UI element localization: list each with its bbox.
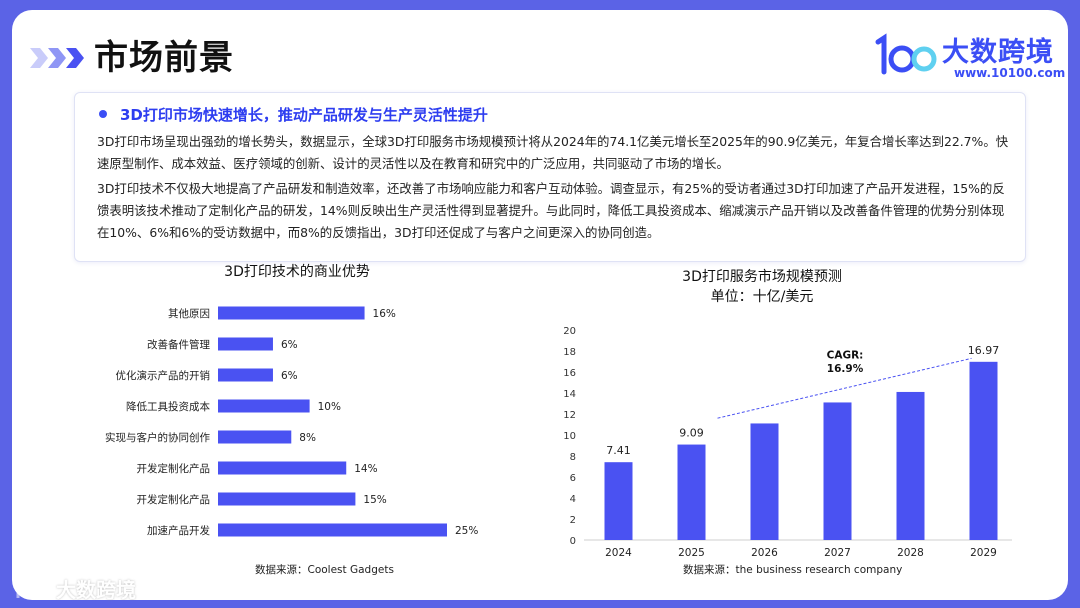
summary-paragraph-2: 3D打印技术不仅极大地提高了产品研发和制造效率，还改善了市场响应能力和客户互动体… xyxy=(97,181,1005,240)
data-label: 25% xyxy=(455,525,478,537)
bar xyxy=(823,402,852,540)
bar xyxy=(218,368,273,382)
page-title: 市场前景 xyxy=(94,38,234,78)
vertical-bar-chart: 0 2 4 6 8 10 12 14 16 18 20 2024 7.41 2025 9.09 2026 202… xyxy=(563,326,1012,558)
x-tick-label: 2029 xyxy=(970,547,997,558)
x-tick-label: 2025 xyxy=(678,547,705,558)
y-tick-label: 12 xyxy=(563,410,576,421)
x-tick-label: 2028 xyxy=(897,547,924,558)
summary-paragraph-1: 3D打印市场呈现出强劲的增长势头，数据显示，全球3D打印服务市场规模预计将从20… xyxy=(97,134,1009,171)
brand-logo: 大数跨境 www.10100.com xyxy=(872,28,1072,84)
data-label: 6% xyxy=(281,370,298,382)
data-label: 6% xyxy=(281,339,298,351)
bar xyxy=(218,461,347,475)
bar xyxy=(218,306,365,320)
right-chart-title: 3D打印服务市场规模预测 xyxy=(682,269,842,285)
horizontal-bar-chart: 其他原因 16% 改善备件管理 6% 优化演示产品的开销 6% 降低工具投资成本 10% 实现与… xyxy=(105,306,478,537)
y-tick-label: 6 xyxy=(570,473,576,484)
x-tick-label: 2024 xyxy=(605,547,632,558)
left-chart-title: 3D打印技术的商业优势 xyxy=(224,264,370,280)
y-tick-label: 4 xyxy=(570,494,576,505)
x-tick-label: 2027 xyxy=(824,547,851,558)
left-chart-source: 数据来源：Coolest Gadgets xyxy=(255,564,394,576)
category-label: 开发定制化产品 xyxy=(137,462,211,475)
data-label: 8% xyxy=(299,432,316,444)
y-tick-label: 0 xyxy=(570,536,576,547)
cagr-label: CAGR: xyxy=(827,349,864,361)
data-label: 16% xyxy=(373,308,396,320)
data-label: 14% xyxy=(354,463,377,475)
y-tick-label: 8 xyxy=(570,452,576,463)
category-label: 其他原因 xyxy=(168,307,210,320)
category-label: 实现与客户的协同创作 xyxy=(105,431,210,444)
summary-card: 3D打印市场快速增长，推动产品研发与生产灵活性提升 3D打印市场呈现出强劲的增长… xyxy=(74,92,1026,262)
data-label: 16.97 xyxy=(968,344,1000,357)
logo-url: www.10100.com xyxy=(954,66,1066,80)
y-tick-label: 20 xyxy=(563,326,576,337)
logo-name: 大数跨境 xyxy=(942,37,1054,68)
right-chart-source: 数据来源：the business research company xyxy=(683,564,903,576)
bar xyxy=(896,391,925,540)
logo-mark-icon xyxy=(875,33,937,75)
data-label: 7.41 xyxy=(606,444,631,457)
cagr-value: 16.9% xyxy=(827,363,864,375)
category-label: 优化演示产品的开销 xyxy=(116,369,211,382)
bar xyxy=(218,337,273,351)
watermark-logo-icon xyxy=(13,572,53,598)
category-label: 改善备件管理 xyxy=(147,338,210,351)
bar xyxy=(218,399,310,413)
category-label: 降低工具投资成本 xyxy=(126,400,210,413)
watermark: 大数跨境 xyxy=(10,572,160,604)
right-chart-subtitle: 单位：十亿/美元 xyxy=(710,289,814,305)
data-label: 9.09 xyxy=(679,427,704,440)
category-label: 加速产品开发 xyxy=(147,524,210,537)
bullet-dot-icon xyxy=(99,110,107,118)
bar xyxy=(677,444,706,540)
y-tick-label: 16 xyxy=(563,368,576,379)
y-tick-label: 10 xyxy=(563,431,576,442)
bar xyxy=(218,492,356,506)
x-tick-label: 2026 xyxy=(751,547,778,558)
y-tick-label: 2 xyxy=(570,515,576,526)
cagr-trend-line xyxy=(717,357,972,419)
bar xyxy=(750,423,779,540)
y-tick-label: 14 xyxy=(563,389,576,400)
data-label: 10% xyxy=(318,401,341,413)
watermark-text: 大数跨境 xyxy=(56,578,136,602)
bar xyxy=(969,361,998,540)
bar xyxy=(604,462,633,540)
data-label: 15% xyxy=(363,494,386,506)
bar xyxy=(218,523,447,537)
y-tick-label: 18 xyxy=(563,347,576,358)
slide-frame: 市场前景 大数跨境 www.10100.com 3D打印市场快速增长，推动产品研… xyxy=(12,10,1068,600)
chevron-arrows-icon xyxy=(30,48,84,68)
bar xyxy=(218,430,292,444)
section-heading: 3D打印市场快速增长，推动产品研发与生产灵活性提升 xyxy=(120,106,488,124)
category-label: 开发定制化产品 xyxy=(137,493,211,506)
